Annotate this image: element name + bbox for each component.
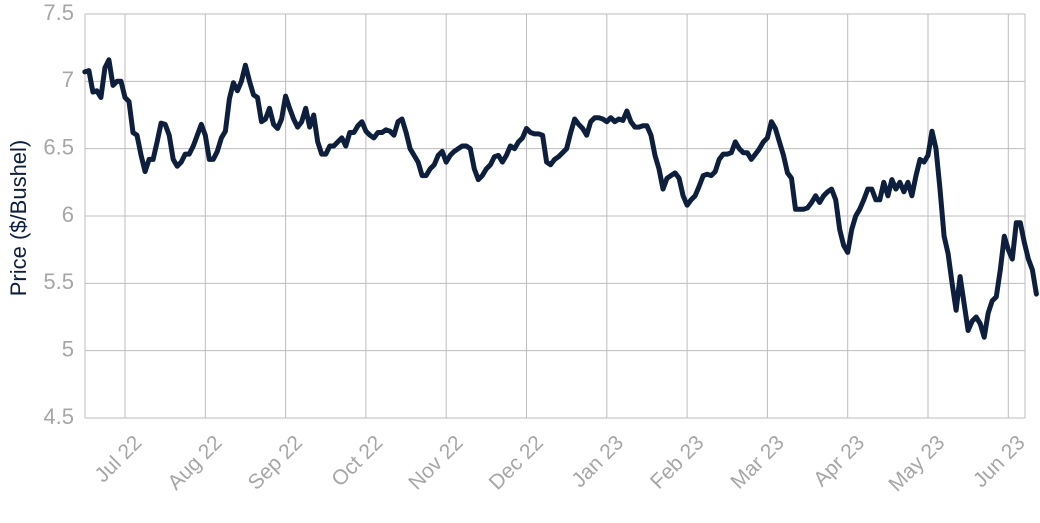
- horizontal-gridlines: [85, 13, 1025, 419]
- x-tick-label: Oct 22: [327, 431, 387, 491]
- price-series-line: [82, 57, 1039, 340]
- x-tick-label: Dec 22: [485, 431, 548, 494]
- y-tick-label: 6.5: [43, 134, 74, 159]
- y-axis-tick-labels: 4.5 5 5.5 6 6.5 7 7.5: [43, 0, 74, 429]
- x-tick-label: Jun 23: [969, 431, 1030, 492]
- x-tick-label: Mar 23: [726, 431, 788, 493]
- y-axis-label: Price ($/Bushel): [6, 140, 31, 297]
- y-tick-label: 7: [62, 67, 74, 92]
- x-tick-label: Apr 23: [809, 431, 869, 491]
- y-tick-label: 5: [62, 336, 74, 361]
- y-tick-label: 5.5: [43, 269, 74, 294]
- vertical-gridlines: [84, 14, 1026, 418]
- y-tick-label: 4.5: [43, 404, 74, 429]
- x-tick-label: Nov 22: [404, 431, 467, 494]
- x-tick-label: May 23: [884, 431, 949, 496]
- x-tick-label: Sep 22: [244, 431, 307, 494]
- x-tick-label: Feb 23: [646, 431, 709, 494]
- series-group: [82, 57, 1039, 340]
- y-tick-label: 7.5: [43, 0, 74, 25]
- x-axis-tick-labels: Jul 22 Aug 22 Sep 22 Oct 22 Nov 22 Dec 22 Jan …: [91, 431, 1030, 496]
- x-tick-label: Jan 23: [567, 431, 628, 492]
- x-tick-label: Aug 22: [163, 431, 226, 494]
- x-tick-label: Jul 22: [91, 431, 147, 487]
- y-tick-label: 6: [62, 202, 74, 227]
